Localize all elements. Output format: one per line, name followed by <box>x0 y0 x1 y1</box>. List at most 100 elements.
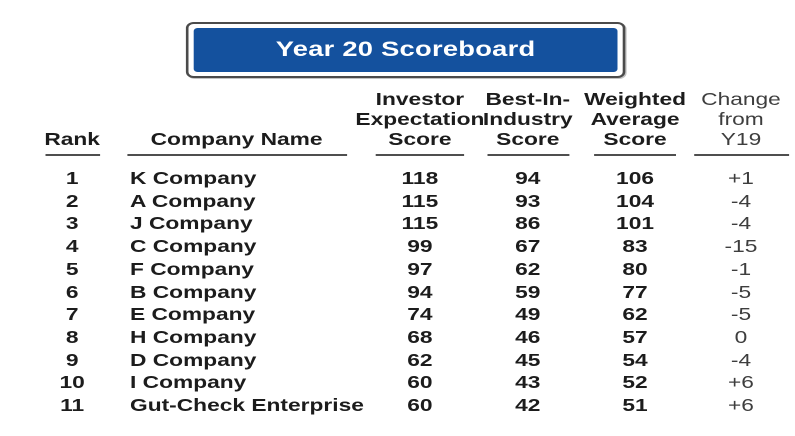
page-title: Year 20 Scoreboard <box>193 28 618 72</box>
rank-cell: 6 <box>65 281 79 302</box>
table-row: 4 C Company 99 67 83 -15 <box>30 235 795 258</box>
weighted-average-score-cell: 54 <box>622 349 648 370</box>
company-name-cell: K Company <box>130 168 257 188</box>
change-from-y19-cell: -1 <box>730 258 752 279</box>
change-from-y19-cell: +6 <box>728 372 754 393</box>
best-in-industry-score-cell: 62 <box>515 258 541 279</box>
investor-expectation-score-cell: 118 <box>401 168 439 188</box>
table-row: 11 Gut-Check Enterprise 60 42 51 +6 <box>30 394 795 417</box>
header-best-in-industry-score-rule <box>486 153 569 156</box>
best-in-industry-score-cell: 43 <box>515 372 541 393</box>
best-in-industry-score-cell: 45 <box>515 349 541 370</box>
best-in-industry-score-cell: 67 <box>515 236 541 257</box>
header-weighted-average-score-rule <box>594 153 676 156</box>
header-rank-label: Rank <box>44 128 100 149</box>
rank-cell: 5 <box>65 258 79 279</box>
header-weighted-average-score-label: Weighted Average Score <box>584 89 687 149</box>
header-best-in-industry-score-label: Best-In- Industry Score <box>482 89 573 149</box>
investor-expectation-score-cell: 99 <box>407 236 433 257</box>
best-in-industry-score-cell: 93 <box>515 190 541 211</box>
investor-expectation-score-cell: 94 <box>407 281 433 302</box>
investor-expectation-score-cell: 62 <box>407 349 433 370</box>
weighted-average-score-cell: 51 <box>622 395 648 416</box>
weighted-average-score-cell: 77 <box>622 281 648 302</box>
title-banner: Year 20 Scoreboard <box>185 22 626 78</box>
weighted-average-score-cell: 80 <box>622 258 648 279</box>
weighted-average-score-cell: 104 <box>616 190 655 211</box>
table-row: 9 D Company 62 45 54 -4 <box>30 349 795 372</box>
investor-expectation-score-cell: 74 <box>407 304 433 325</box>
header-rank: Rank <box>30 88 114 156</box>
table-row: 10 I Company 60 43 52 +6 <box>30 371 795 394</box>
rank-cell: 1 <box>65 168 79 188</box>
header-best-in-industry-score: Best-In- Industry Score <box>481 88 575 156</box>
company-name-cell: A Company <box>130 190 256 211</box>
rank-cell: 10 <box>59 372 85 393</box>
weighted-average-score-cell: 52 <box>622 372 648 393</box>
best-in-industry-score-cell: 42 <box>515 395 541 416</box>
company-name-cell: Gut-Check Enterprise <box>130 395 364 416</box>
header-investor-expectation-score-label: Investor Expectation Score <box>355 89 485 149</box>
investor-expectation-score-cell: 60 <box>407 395 433 416</box>
best-in-industry-score-cell: 46 <box>515 326 541 347</box>
header-investor-expectation-score: Investor Expectation Score <box>355 88 484 156</box>
rank-cell: 4 <box>65 236 79 257</box>
header-company-name-label: Company Name <box>150 128 323 149</box>
investor-expectation-score-cell: 115 <box>401 213 439 234</box>
header-change-from-y19-label: Change from Y19 <box>701 89 781 149</box>
best-in-industry-score-cell: 86 <box>515 213 541 234</box>
rank-cell: 11 <box>60 395 85 416</box>
change-from-y19-cell: 0 <box>734 326 748 347</box>
rank-cell: 2 <box>65 190 79 211</box>
weighted-average-score-cell: 83 <box>622 236 648 257</box>
table-row: 1 K Company 118 94 106 +1 <box>30 167 795 190</box>
change-from-y19-cell: +1 <box>728 168 754 188</box>
rank-cell: 8 <box>65 326 79 347</box>
change-from-y19-cell: +6 <box>728 395 754 416</box>
weighted-average-score-cell: 106 <box>616 168 655 188</box>
header-change-from-y19-rule <box>693 153 789 156</box>
change-from-y19-cell: -5 <box>730 304 752 325</box>
investor-expectation-score-cell: 115 <box>401 190 439 211</box>
company-name-cell: F Company <box>130 258 254 279</box>
company-name-cell: D Company <box>130 349 257 370</box>
rank-cell: 3 <box>65 213 79 234</box>
header-company-name-rule <box>126 153 347 156</box>
weighted-average-score-cell: 101 <box>616 213 655 234</box>
table-row: 8 H Company 68 46 57 0 <box>30 326 795 349</box>
header-investor-expectation-score-rule <box>375 153 465 156</box>
company-name-cell: I Company <box>130 372 247 393</box>
header-weighted-average-score: Weighted Average Score <box>575 88 696 156</box>
rank-cell: 7 <box>65 304 79 325</box>
table-row: 7 E Company 74 49 62 -5 <box>30 303 795 326</box>
company-name-cell: B Company <box>130 281 257 302</box>
table-row: 2 A Company 115 93 104 -4 <box>30 190 795 213</box>
best-in-industry-score-cell: 49 <box>515 304 541 325</box>
best-in-industry-score-cell: 94 <box>515 168 541 188</box>
change-from-y19-cell: -5 <box>730 281 752 302</box>
rank-cell: 9 <box>65 349 79 370</box>
change-from-y19-cell: -4 <box>730 190 752 211</box>
header-rank-rule <box>44 153 100 156</box>
company-name-cell: E Company <box>130 304 256 325</box>
weighted-average-score-cell: 62 <box>622 304 648 325</box>
table-row: 5 F Company 97 62 80 -1 <box>30 258 795 281</box>
change-from-y19-cell: -4 <box>730 349 752 370</box>
investor-expectation-score-cell: 68 <box>407 326 433 347</box>
best-in-industry-score-cell: 59 <box>515 281 541 302</box>
investor-expectation-score-cell: 60 <box>407 372 433 393</box>
weighted-average-score-cell: 57 <box>622 326 648 347</box>
header-company-name: Company Name <box>114 88 358 156</box>
company-name-cell: C Company <box>130 236 257 257</box>
table-header-row: Rank Company Name Investor Expectation S… <box>30 88 795 156</box>
change-from-y19-cell: -15 <box>724 236 758 257</box>
table-body: 1 K Company 118 94 106 +1 2 A Company 11… <box>0 167 795 417</box>
header-change-from-y19: Change from Y19 <box>693 88 789 156</box>
company-name-cell: J Company <box>130 213 253 234</box>
company-name-cell: H Company <box>130 326 257 347</box>
investor-expectation-score-cell: 97 <box>407 258 433 279</box>
change-from-y19-cell: -4 <box>730 213 752 234</box>
scoreboard-page: Year 20 Scoreboard Rank Company Name Inv… <box>0 22 795 436</box>
table-row: 3 J Company 115 86 101 -4 <box>30 212 795 235</box>
table-row: 6 B Company 94 59 77 -5 <box>30 281 795 304</box>
